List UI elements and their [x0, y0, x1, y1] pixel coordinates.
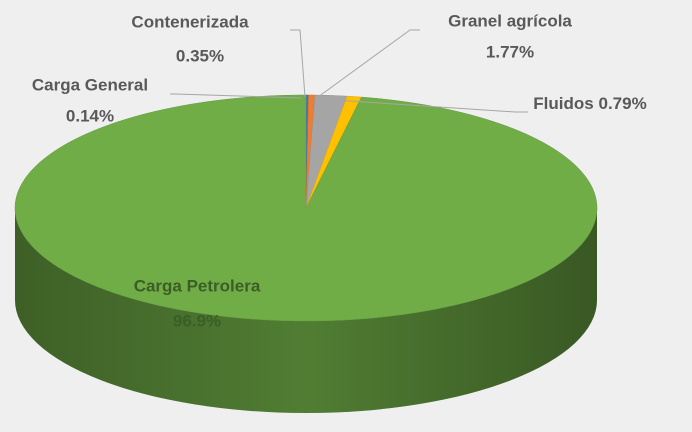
category-label: Fluidos: [533, 94, 593, 113]
category-label: Granel agrícola: [448, 11, 572, 30]
data-label: Fluidos 0.79%: [533, 94, 646, 113]
category-label: Carga General: [32, 75, 148, 94]
leader-line: [334, 99, 528, 113]
leader-line: [290, 29, 306, 98]
value-label: 96.9%: [173, 311, 221, 330]
category-label: Contenerizada: [131, 12, 249, 31]
value-label: 1.77%: [486, 42, 534, 61]
value-label: 0.35%: [176, 46, 224, 65]
slice: [14, 94, 598, 322]
leader-line: [317, 29, 420, 98]
value-label: 0.14%: [66, 106, 114, 125]
slice-side-shade: [15, 208, 597, 413]
leader-line: [170, 93, 303, 99]
category-label: Carga Petrolera: [134, 276, 261, 295]
value-label: 0.79%: [598, 94, 646, 113]
